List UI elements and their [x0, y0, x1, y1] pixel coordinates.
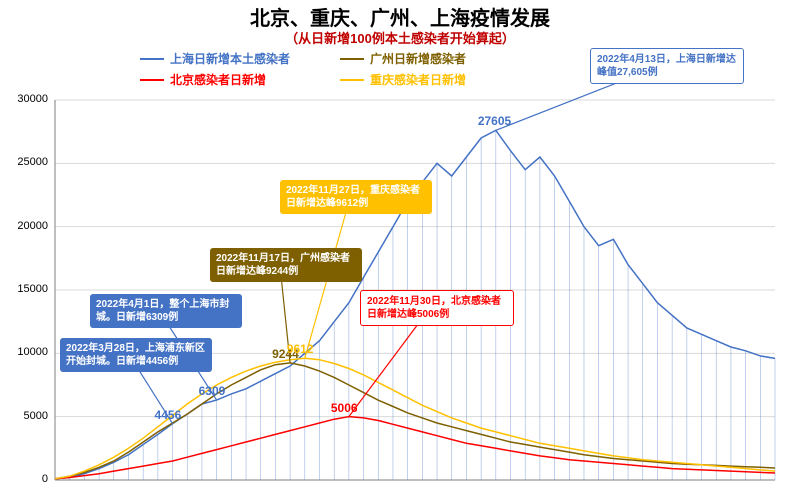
y-tick-label: 0	[8, 473, 48, 485]
annotation-callout: 2022年4月13日，上海日新增达峰值27,605例	[590, 48, 744, 84]
y-tick-label: 20000	[8, 220, 48, 232]
data-point-label: 9612	[287, 342, 314, 356]
y-tick-label: 5000	[8, 410, 48, 422]
annotation-callout: 2022年11月17日，广州感染者日新增达峰9244例	[210, 248, 362, 282]
y-tick-label: 25000	[8, 156, 48, 168]
annotation-callout: 2022年11月30日，北京感染者日新增达峰5006例	[360, 290, 514, 326]
y-tick-label: 30000	[8, 93, 48, 105]
y-tick-label: 10000	[8, 346, 48, 358]
annotation-callout: 2022年11月27日，重庆感染者日新增达峰9612例	[280, 180, 432, 214]
y-tick-label: 15000	[8, 283, 48, 295]
chart-container: 北京、重庆、广州、上海疫情发展 （从日新增100例本土感染者开始算起） 上海日新…	[0, 0, 800, 500]
data-point-label: 27605	[478, 114, 511, 128]
data-point-label: 5006	[331, 401, 358, 415]
data-point-label: 6309	[199, 384, 226, 398]
annotation-callout: 2022年4月1日，整个上海市封城。日新增6309例	[90, 294, 242, 328]
annotation-callout: 2022年3月28日，上海浦东新区开始封城。日新增4456例	[60, 338, 212, 372]
data-point-label: 4456	[155, 408, 182, 422]
